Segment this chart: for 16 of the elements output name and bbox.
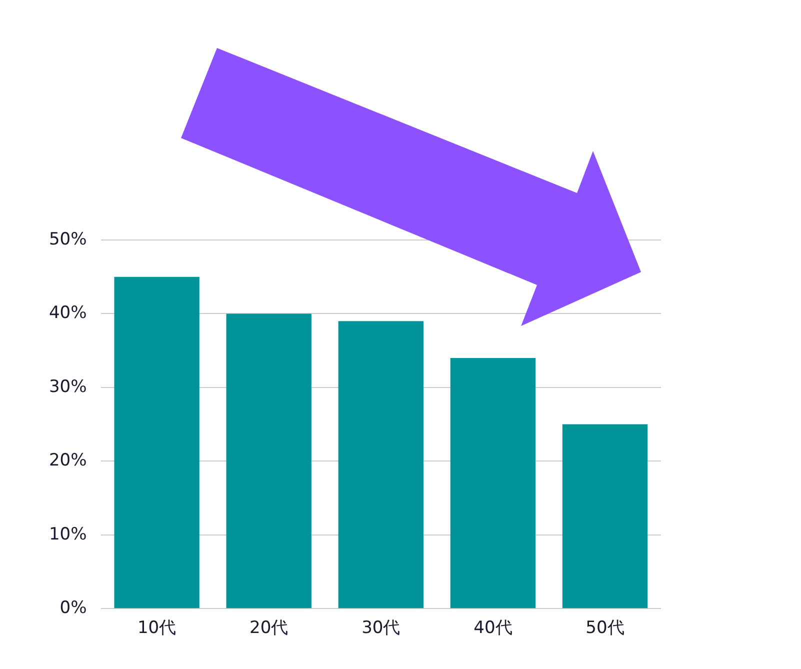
- bar: [562, 424, 648, 608]
- y-tick-label: 20%: [48, 450, 87, 471]
- x-tick-label: 20代: [250, 618, 288, 638]
- bar: [226, 314, 312, 608]
- bar: [338, 321, 424, 608]
- x-tick-label: 50代: [586, 618, 624, 638]
- x-tick-label: 30代: [362, 618, 400, 638]
- bar: [114, 276, 200, 608]
- x-tick-label: 10代: [137, 618, 176, 638]
- y-tick-label: 0%: [60, 598, 87, 618]
- y-tick-label: 40%: [48, 303, 87, 324]
- y-tick-label: 30%: [48, 376, 87, 397]
- bar: [450, 358, 536, 608]
- x-tick-label: 40代: [474, 618, 512, 638]
- y-tick-label: 50%: [48, 229, 87, 250]
- y-tick-label: 10%: [48, 524, 87, 544]
